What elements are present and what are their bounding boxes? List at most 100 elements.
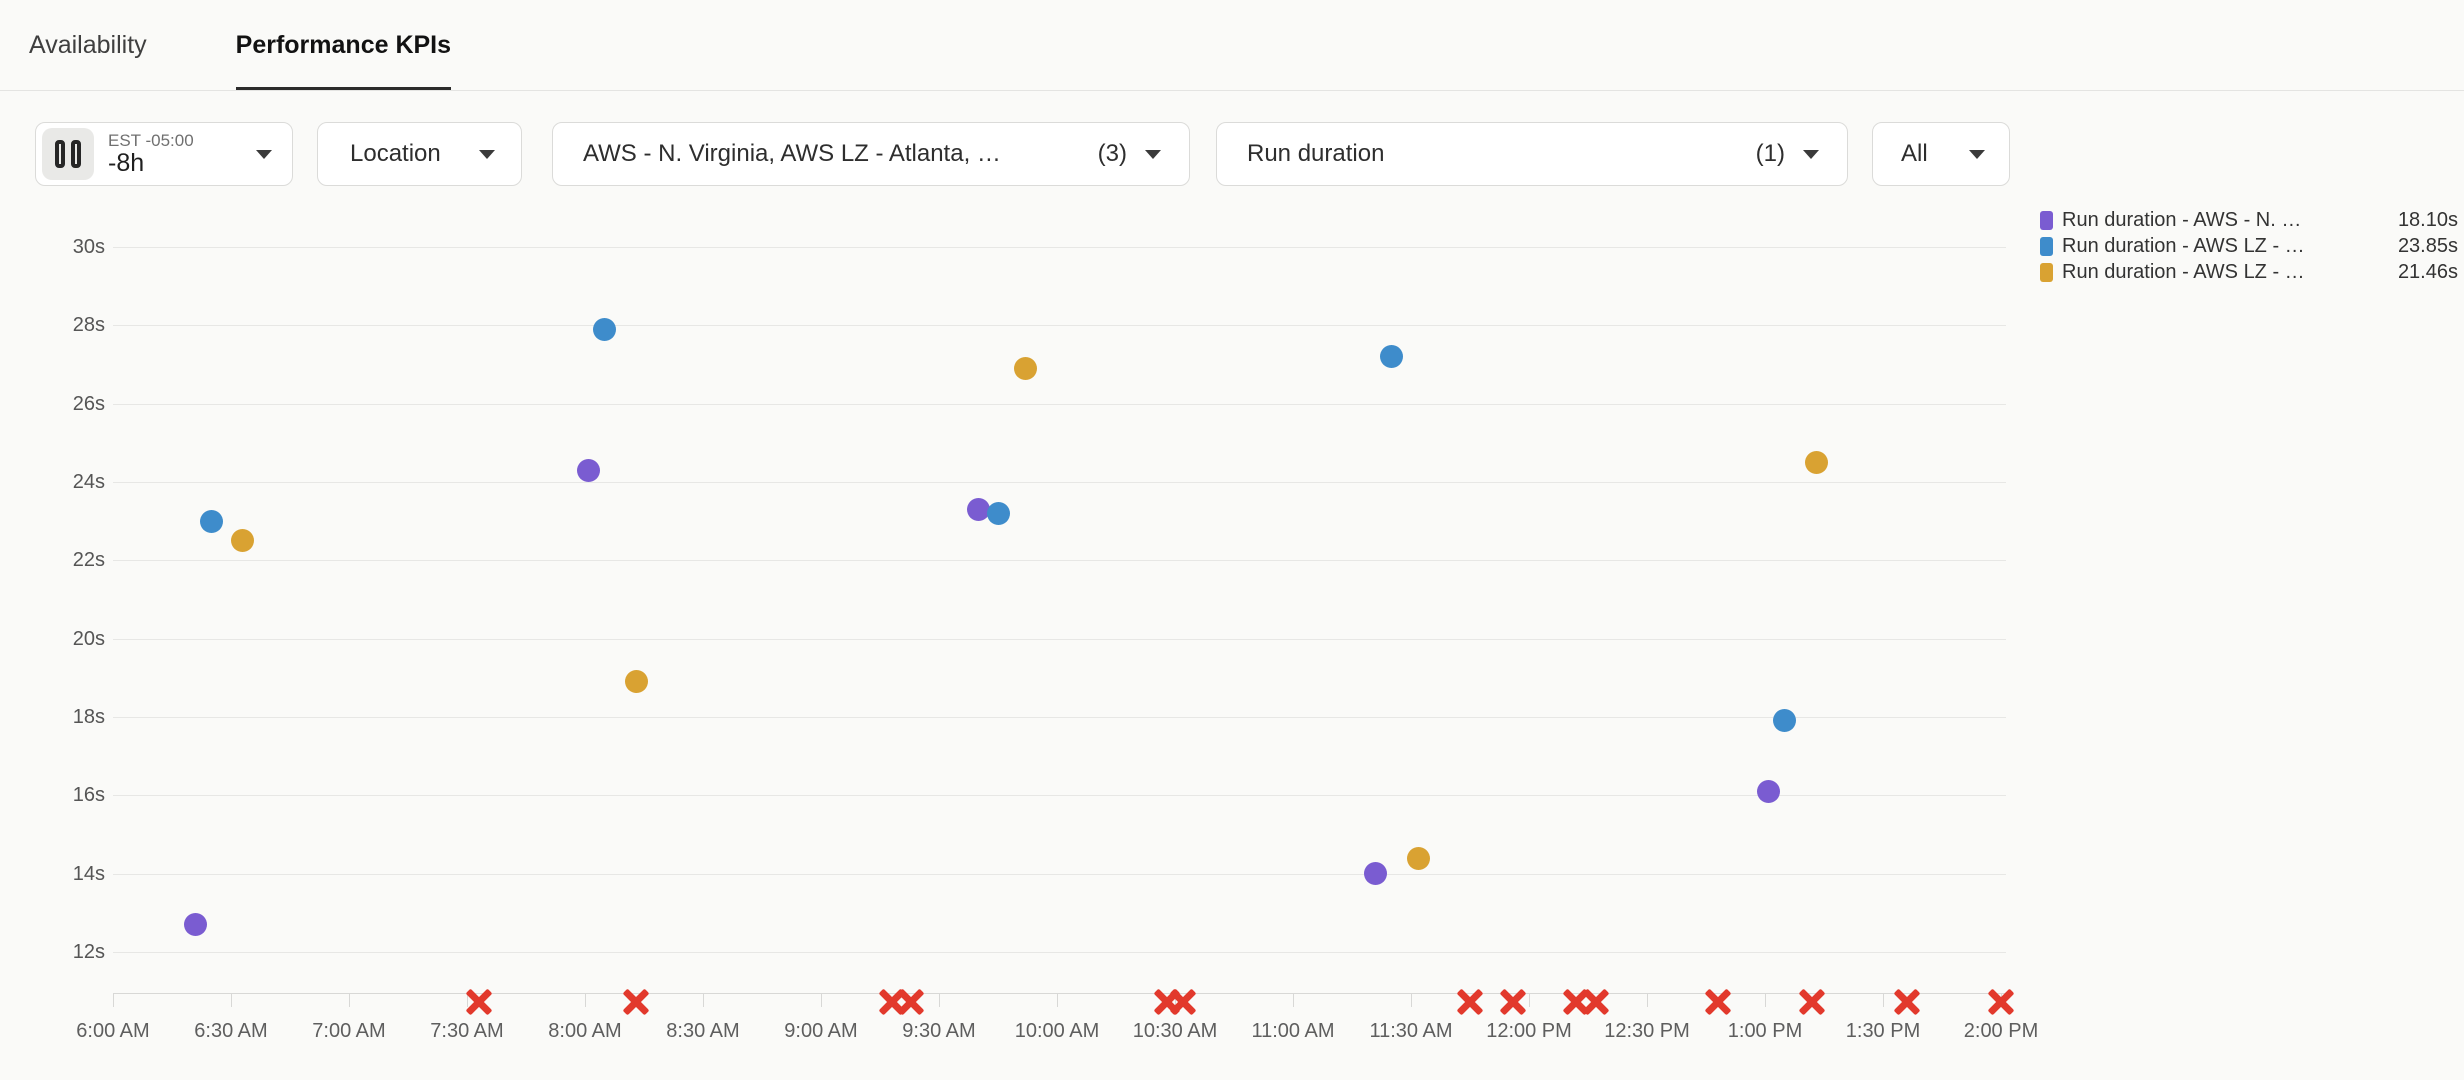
chevron-down-icon [479, 149, 495, 159]
x-axis-line [113, 993, 2006, 994]
failed-run-marker[interactable] [1455, 987, 1485, 1017]
data-point[interactable] [1804, 450, 1828, 474]
x-axis-tick [703, 993, 704, 1007]
data-point[interactable] [231, 529, 255, 553]
chart-legend: Run duration - AWS - N. … 18.10s Run durat… [2040, 207, 2458, 285]
x-axis-label: 1:00 PM [1727, 1020, 1803, 1042]
tab-availability-label: Availability [29, 30, 147, 59]
metric-dropdown[interactable]: Run duration (1) [1216, 122, 1848, 186]
legend-item[interactable]: Run duration - AWS - N. … 18.10s [2040, 207, 2458, 233]
legend-value: 18.10s [2397, 208, 2458, 231]
columns-icon-bar [71, 140, 81, 168]
legend-label: Run duration - AWS - N. … [2062, 208, 2302, 231]
x-axis-tick [1293, 993, 1294, 1007]
x-axis-label: 6:30 AM [194, 1020, 268, 1042]
failed-run-marker[interactable] [1797, 987, 1827, 1017]
data-point[interactable] [577, 458, 601, 482]
locations-filter-dropdown[interactable]: AWS - N. Virginia, AWS LZ - Atlanta, … (… [552, 122, 1190, 186]
failed-run-marker[interactable] [1892, 987, 1922, 1017]
y-axis-label: 12s [72, 941, 105, 963]
data-point[interactable] [1014, 356, 1038, 380]
gridline [113, 795, 2006, 797]
data-point[interactable] [1407, 846, 1431, 870]
timezone-text: EST -05:00 -8h [108, 132, 194, 176]
data-point[interactable] [1379, 345, 1403, 369]
legend-item[interactable]: Run duration - AWS LZ - … 23.85s [2040, 233, 2458, 259]
legend-value: 21.46s [2397, 260, 2458, 283]
failed-run-marker[interactable] [1498, 987, 1528, 1017]
tab-performance-kpis-label: Performance KPIs [235, 30, 452, 59]
y-axis-label: 28s [72, 314, 105, 337]
data-point[interactable] [1364, 862, 1388, 886]
x-axis-label: 10:30 AM [1132, 1020, 1218, 1042]
legend-value: 23.85s [2397, 234, 2458, 257]
legend-label: Run duration - AWS LZ - … [2062, 260, 2305, 283]
status-scope-dropdown[interactable]: All [1872, 122, 2010, 186]
x-axis-label: 9:00 AM [784, 1020, 858, 1042]
failed-run-marker[interactable] [464, 987, 494, 1017]
x-axis-label: 12:00 PM [1486, 1020, 1572, 1042]
x-axis-tick [1529, 993, 1530, 1007]
chevron-down-icon [1969, 149, 1985, 159]
metric-dropdown-value: Run duration [1247, 140, 1385, 167]
gridline [113, 952, 2006, 953]
tab-bar: Availability Performance KPIs [0, 0, 2464, 91]
x-axis-label: 7:30 AM [430, 1020, 504, 1042]
gridline [113, 482, 2006, 483]
y-axis-label: 30s [72, 236, 105, 258]
data-point[interactable] [624, 670, 648, 694]
failed-run-marker[interactable] [1168, 987, 1198, 1017]
x-axis-tick [349, 993, 350, 1007]
columns-icon-bar [55, 140, 65, 168]
chevron-down-icon [1145, 149, 1161, 159]
tab-availability[interactable]: Availability [29, 0, 147, 90]
gridline [113, 247, 2006, 248]
x-axis-tick [231, 993, 232, 1007]
x-axis-label: 9:30 AM [902, 1020, 976, 1042]
gridline [113, 403, 2006, 405]
x-axis-label: 8:00 AM [548, 1020, 622, 1042]
x-axis-label: 10:00 AM [1014, 1020, 1100, 1042]
locations-filter-value: AWS - N. Virginia, AWS LZ - Atlanta, … [583, 140, 1001, 167]
x-axis-tick [821, 993, 822, 1007]
legend-swatch [2040, 236, 2053, 256]
failed-run-marker[interactable] [1581, 987, 1611, 1017]
data-point[interactable] [986, 501, 1010, 525]
x-axis-label: 11:00 AM [1251, 1020, 1335, 1042]
failed-run-marker[interactable] [1703, 987, 1733, 1017]
y-axis-label: 20s [72, 627, 105, 650]
chevron-down-icon [256, 149, 272, 159]
legend-item[interactable]: Run duration - AWS LZ - … 21.46s [2040, 259, 2458, 285]
y-axis-label: 26s [72, 392, 105, 415]
y-axis-label: 16s [72, 784, 105, 807]
metric-dropdown-count: (1) [1755, 140, 1785, 167]
data-point[interactable] [199, 509, 223, 533]
timezone-zone-label: EST -05:00 [108, 130, 194, 150]
x-axis-tick [939, 993, 940, 1007]
x-axis-label: 12:30 PM [1604, 1020, 1690, 1042]
x-axis-tick [1765, 993, 1766, 1007]
data-point[interactable] [1757, 779, 1781, 803]
failed-run-marker[interactable] [1986, 987, 2016, 1017]
status-scope-value: All [1901, 140, 1928, 167]
x-axis-label: 11:30 AM [1369, 1020, 1453, 1042]
columns-icon [42, 128, 94, 180]
timezone-offset-value: -8h [108, 148, 145, 177]
locations-filter-count: (3) [1097, 140, 1127, 167]
data-point[interactable] [593, 317, 617, 341]
failed-run-marker[interactable] [621, 987, 651, 1017]
failed-run-marker[interactable] [896, 987, 926, 1017]
chevron-down-icon [1803, 149, 1819, 159]
data-point[interactable] [966, 497, 990, 521]
location-dropdown[interactable]: Location [317, 122, 522, 186]
timezone-dropdown[interactable]: EST -05:00 -8h [35, 122, 293, 186]
x-axis-label: 1:30 PM [1845, 1020, 1921, 1042]
tab-performance-kpis[interactable]: Performance KPIs [236, 0, 451, 90]
x-axis-label: 8:30 AM [666, 1020, 740, 1042]
y-axis-label: 14s [72, 862, 105, 885]
legend-label: Run duration - AWS LZ - … [2062, 234, 2305, 257]
data-point[interactable] [1773, 709, 1797, 733]
gridline [113, 638, 2006, 640]
data-point[interactable] [184, 913, 208, 937]
